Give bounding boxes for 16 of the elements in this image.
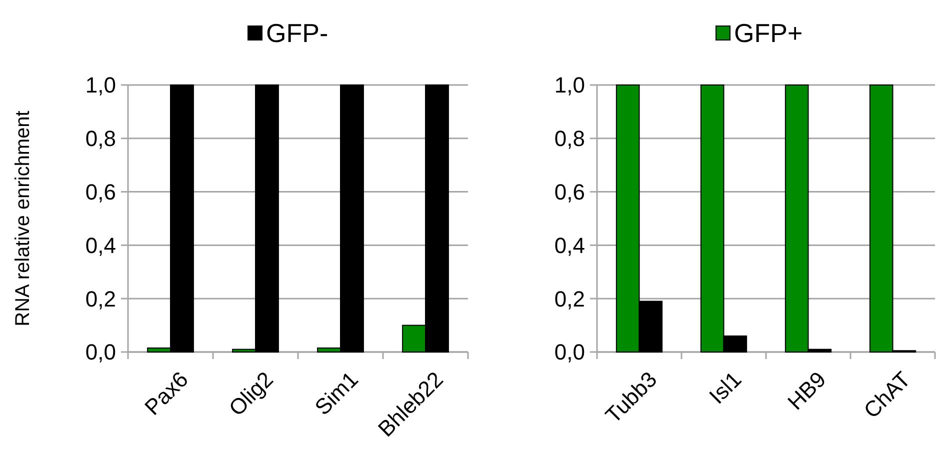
y-tick-label: 0,8 [554,126,585,152]
legend-label: GFP- [266,18,328,48]
legend-label: GFP+ [734,18,803,48]
y-tick-label: 1,0 [554,72,585,98]
y-tick-label: 0,6 [554,180,585,204]
y-axis-title: RNA relative enrichment [12,110,34,326]
y-tick-label: 0,4 [554,232,585,258]
y-tick-label: 0,4 [85,232,116,258]
y-tick-label: 0,6 [85,180,116,204]
y-tick-label: 1,0 [85,72,116,98]
x-tick-label: Isl1 [704,366,746,409]
y-tick-label: 0,2 [554,286,585,312]
y-tick-label: 0,2 [85,286,116,312]
y-tick-label: 0,0 [554,340,585,365]
y-tick-label: 0,0 [85,340,116,365]
y-tick-label: 0,8 [85,126,116,152]
